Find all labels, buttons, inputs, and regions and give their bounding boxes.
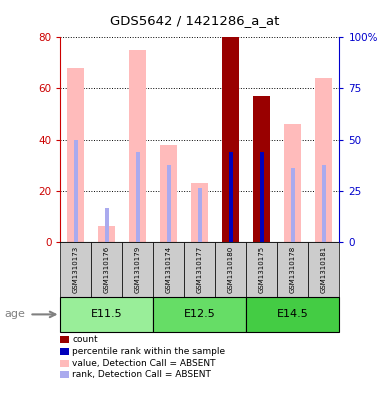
- Text: GSM1310175: GSM1310175: [259, 246, 265, 293]
- Bar: [136, 152, 140, 242]
- Bar: [191, 183, 208, 242]
- Bar: [260, 152, 264, 242]
- Bar: [74, 140, 78, 242]
- Text: count: count: [72, 335, 98, 344]
- Bar: [246, 297, 339, 332]
- Text: E11.5: E11.5: [91, 309, 123, 320]
- Text: E14.5: E14.5: [277, 309, 309, 320]
- Text: GSM1310177: GSM1310177: [197, 246, 203, 293]
- Text: GDS5642 / 1421286_a_at: GDS5642 / 1421286_a_at: [110, 14, 280, 27]
- Bar: [308, 242, 339, 297]
- Text: percentile rank within the sample: percentile rank within the sample: [72, 347, 225, 356]
- Text: GSM1310174: GSM1310174: [166, 246, 172, 293]
- Bar: [60, 242, 91, 297]
- Bar: [277, 242, 308, 297]
- Bar: [67, 68, 85, 242]
- Bar: [160, 145, 177, 242]
- Bar: [254, 96, 270, 242]
- Bar: [153, 242, 184, 297]
- Text: age: age: [4, 309, 25, 320]
- Text: value, Detection Call = ABSENT: value, Detection Call = ABSENT: [72, 359, 216, 367]
- Bar: [222, 37, 239, 242]
- Bar: [91, 242, 122, 297]
- Bar: [246, 242, 277, 297]
- Bar: [322, 165, 326, 242]
- Bar: [98, 226, 115, 242]
- Text: GSM1310178: GSM1310178: [290, 246, 296, 293]
- Bar: [122, 242, 153, 297]
- Bar: [315, 78, 332, 242]
- Bar: [167, 165, 171, 242]
- Text: GSM1310173: GSM1310173: [73, 246, 79, 293]
- Bar: [153, 297, 246, 332]
- Text: GSM1310180: GSM1310180: [228, 246, 234, 293]
- Text: GSM1310176: GSM1310176: [104, 246, 110, 293]
- Bar: [291, 167, 295, 242]
- Bar: [229, 152, 233, 242]
- Bar: [184, 242, 215, 297]
- Bar: [284, 124, 301, 242]
- Text: rank, Detection Call = ABSENT: rank, Detection Call = ABSENT: [72, 371, 211, 379]
- Bar: [60, 297, 153, 332]
- Text: GSM1310179: GSM1310179: [135, 246, 141, 293]
- Text: E12.5: E12.5: [184, 309, 216, 320]
- Bar: [215, 242, 246, 297]
- Bar: [129, 50, 146, 242]
- Text: GSM1310181: GSM1310181: [321, 246, 327, 293]
- Bar: [198, 188, 202, 242]
- Bar: [105, 208, 109, 242]
